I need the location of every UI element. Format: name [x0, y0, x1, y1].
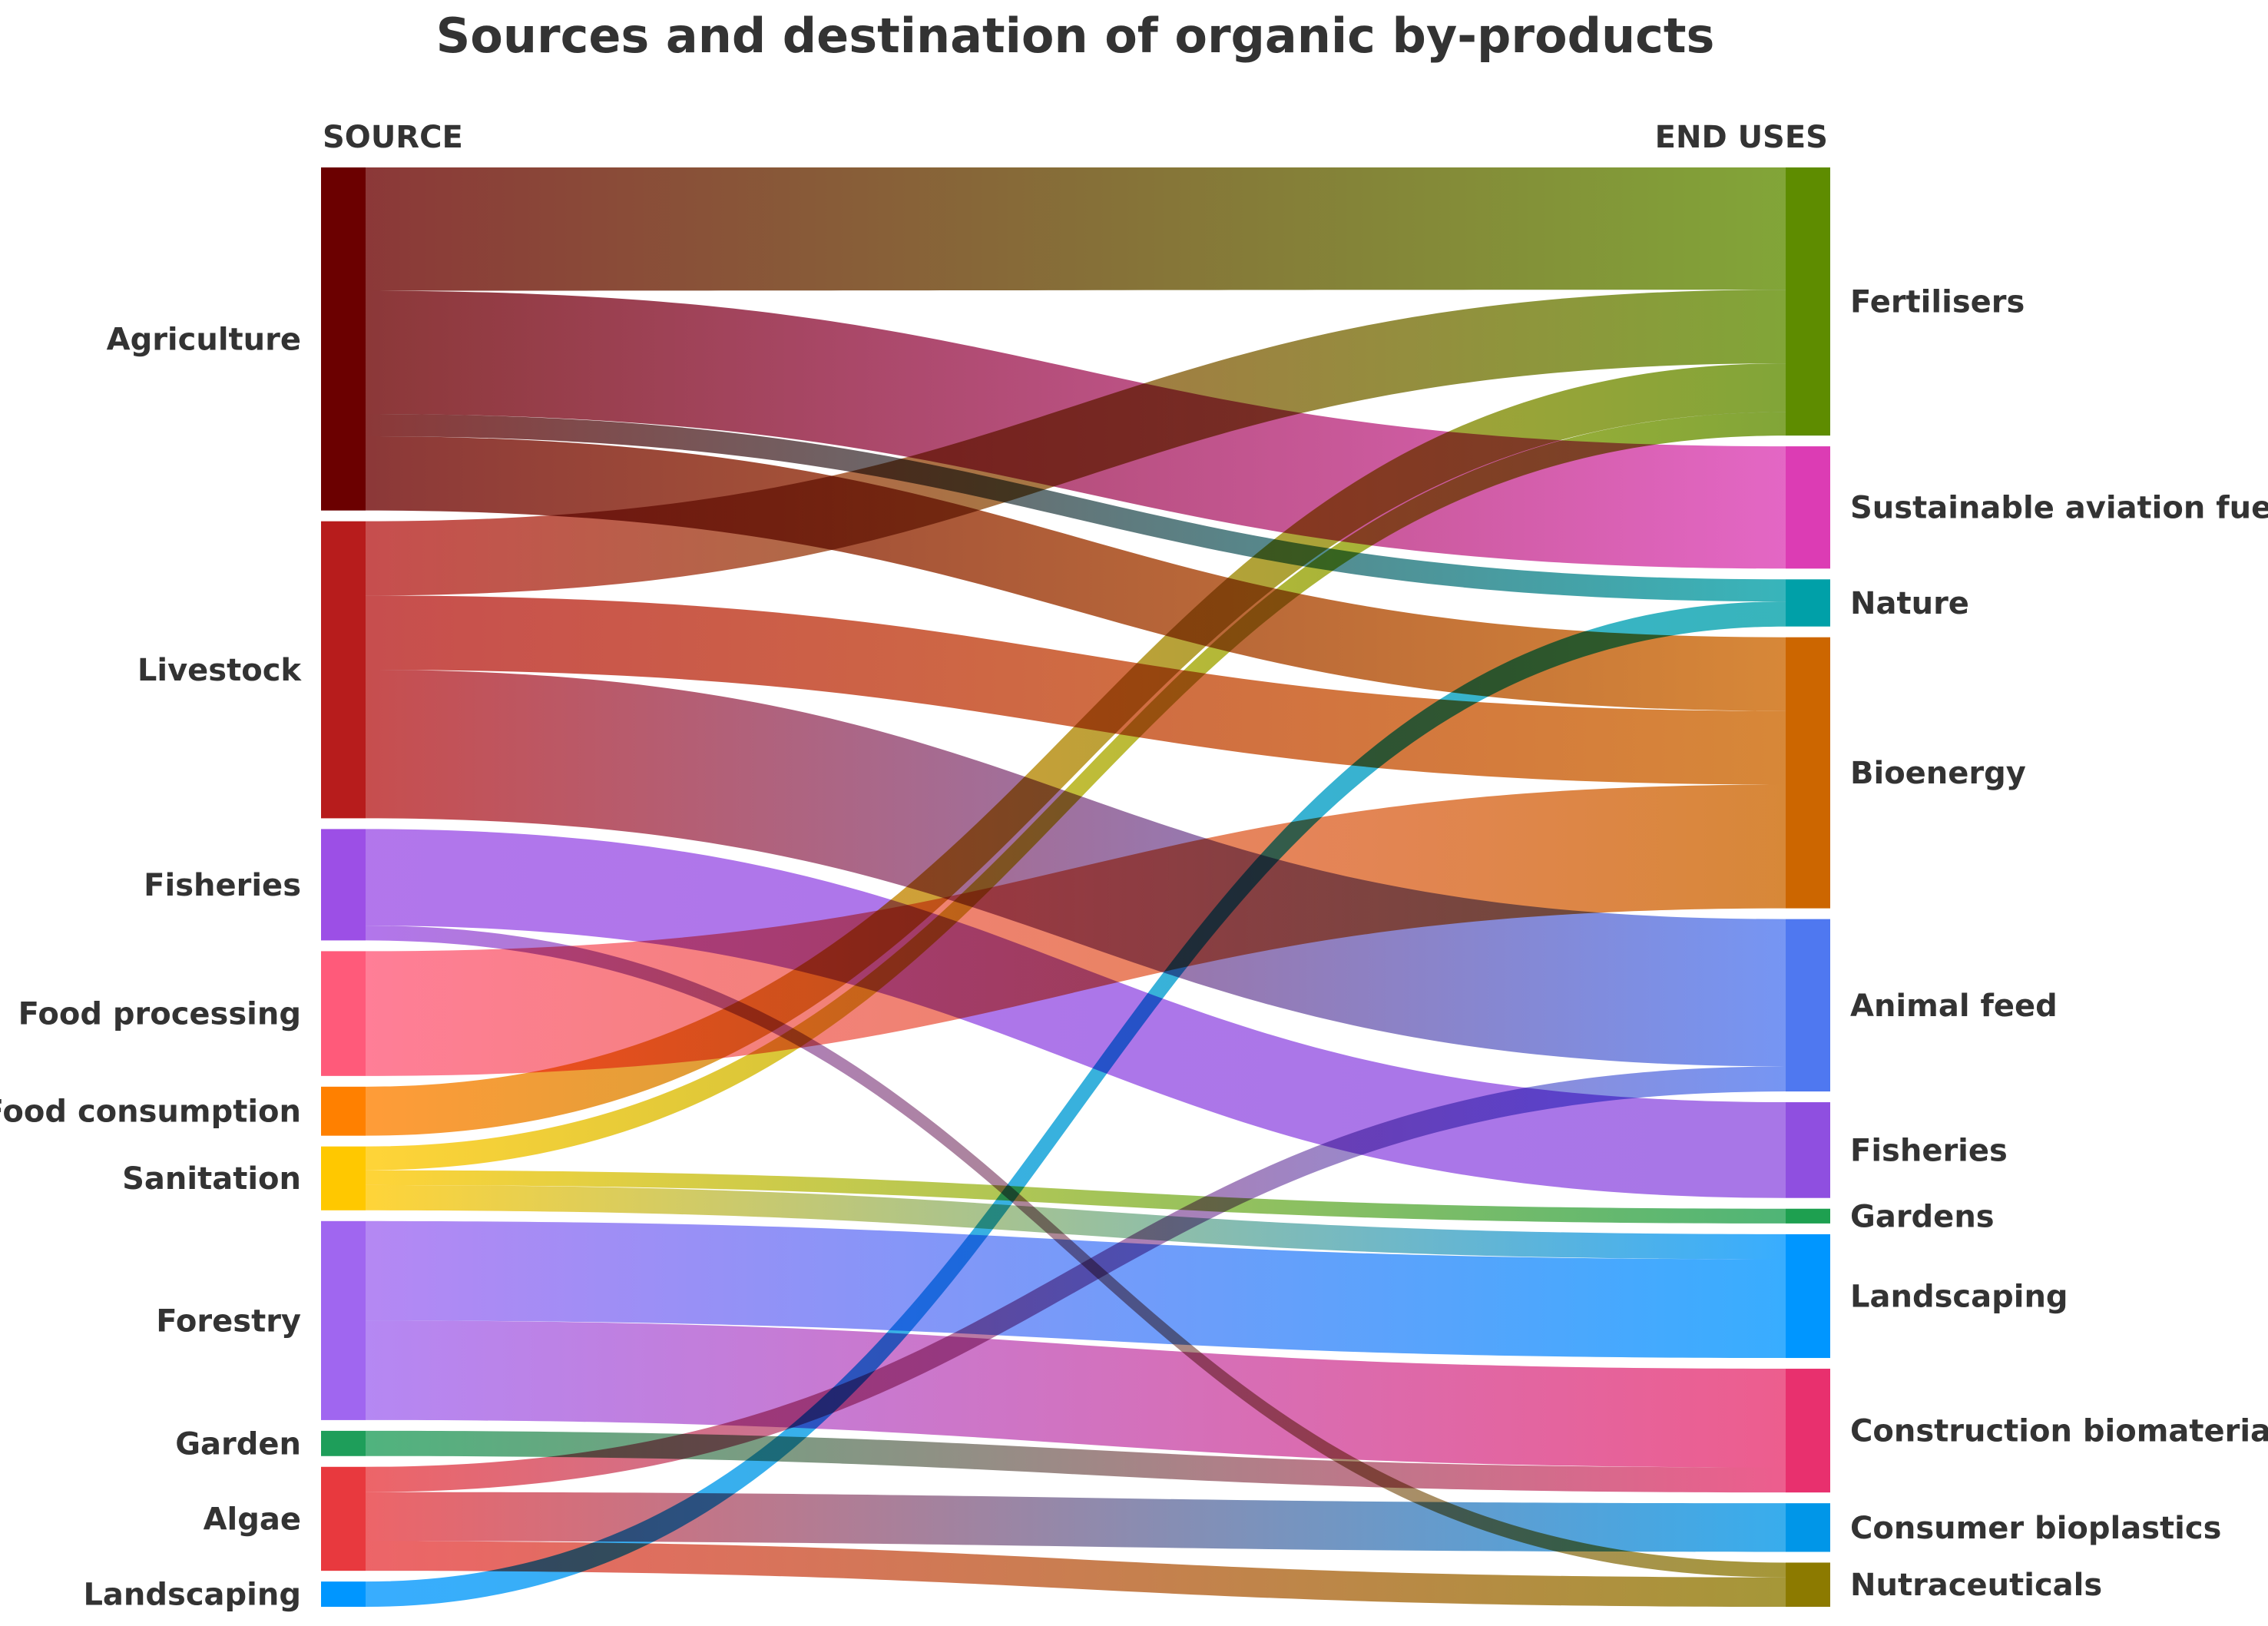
source-label-sanitation: Sanitation: [122, 1161, 301, 1197]
target-node-sustainable-aviation-fuels-1: [1786, 446, 1830, 569]
source-node-garden: [321, 1430, 366, 1456]
source-label-food-consumption: Food consumption: [0, 1094, 301, 1130]
flow-fisheries-to-fisheries-t: [366, 829, 1786, 1198]
end-uses-column-header: END USES: [1655, 120, 1828, 155]
flow-algae-to-bioplastics: [366, 1492, 1786, 1552]
flow-algae-to-animal-feed: [366, 1066, 1786, 1492]
target-node-animal-feed-4: [1786, 919, 1830, 1092]
target-label-animal-feed: Animal feed: [1850, 989, 2058, 1024]
flow-landscaping-src-to-nature: [366, 601, 1786, 1608]
nodes-layer: [321, 167, 1830, 1607]
target-node-bioenergy-3: [1786, 637, 1830, 909]
target-label-bioenergy: Bioenergy: [1850, 756, 2026, 791]
flow-algae-to-nutraceuticals: [366, 1541, 1786, 1607]
target-node-construction-biomaterials-8: [1786, 1369, 1830, 1493]
source-label-livestock: Livestock: [137, 653, 303, 688]
flow-sanitation-to-fertilisers: [366, 412, 1786, 1171]
flow-food-processing-to-bioenergy: [366, 784, 1786, 1076]
target-node-consumer-bioplastics-9: [1786, 1503, 1830, 1552]
flow-livestock-to-fertilisers: [366, 290, 1786, 596]
target-node-nature-2: [1786, 579, 1830, 627]
source-node-landscaping: [321, 1581, 366, 1607]
target-node-gardens-6: [1786, 1208, 1830, 1224]
flow-agriculture-to-nature: [366, 413, 1786, 602]
target-label-consumer-bioplastics: Consumer bioplastics: [1850, 1511, 2221, 1546]
target-node-fisheries-5: [1786, 1102, 1830, 1198]
target-label-construction-biomaterials: Construction biomaterials: [1850, 1414, 2268, 1449]
flow-sanitation-to-landscaping-t: [366, 1184, 1786, 1260]
target-label-nutraceuticals: Nutraceuticals: [1850, 1568, 2102, 1603]
source-label-food-processing: Food processing: [18, 997, 301, 1032]
source-node-agriculture: [321, 167, 366, 511]
target-label-nature: Nature: [1850, 586, 1969, 621]
target-node-landscaping-7: [1786, 1234, 1830, 1359]
target-label-gardens: Gardens: [1850, 1199, 1995, 1234]
source-node-food-processing: [321, 951, 366, 1076]
target-label-sustainable-aviation-fuels: Sustainable aviation fuels: [1850, 491, 2268, 526]
flows-layer: [366, 167, 1786, 1608]
flow-forestry-to-construction: [366, 1320, 1786, 1468]
target-label-fisheries: Fisheries: [1850, 1133, 2008, 1168]
target-label-landscaping: Landscaping: [1850, 1279, 2068, 1314]
labels-layer: Agriculture Livestock Fisheries Food proces…: [0, 285, 2268, 1613]
source-label-agriculture: Agriculture: [107, 322, 301, 357]
flow-agriculture-to-fertilisers: [366, 167, 1786, 291]
source-label-garden: Garden: [175, 1426, 301, 1462]
source-node-fisheries: [321, 829, 366, 941]
source-node-food-consumption: [321, 1086, 366, 1136]
source-node-algae: [321, 1466, 366, 1571]
target-node-nutraceuticals-10: [1786, 1562, 1830, 1607]
flow-sanitation-to-gardens: [366, 1170, 1786, 1224]
flow-food-consumption-to-fertilisers: [366, 363, 1786, 1136]
source-node-sanitation: [321, 1146, 366, 1210]
target-label-fertilisers: Fertilisers: [1850, 285, 2025, 320]
source-label-forestry: Forestry: [156, 1303, 301, 1339]
source-node-livestock: [321, 521, 366, 819]
source-column-header: SOURCE: [323, 120, 463, 155]
source-label-fisheries: Fisheries: [144, 868, 301, 903]
source-node-forestry: [321, 1220, 366, 1420]
source-label-landscaping: Landscaping: [83, 1578, 301, 1613]
chart-title: Sources and destination of organic by-pr…: [436, 8, 1715, 64]
flow-livestock-to-bioenergy: [366, 595, 1786, 785]
target-node-fertilisers-0: [1786, 167, 1830, 436]
source-label-algae: Algae: [204, 1502, 301, 1537]
